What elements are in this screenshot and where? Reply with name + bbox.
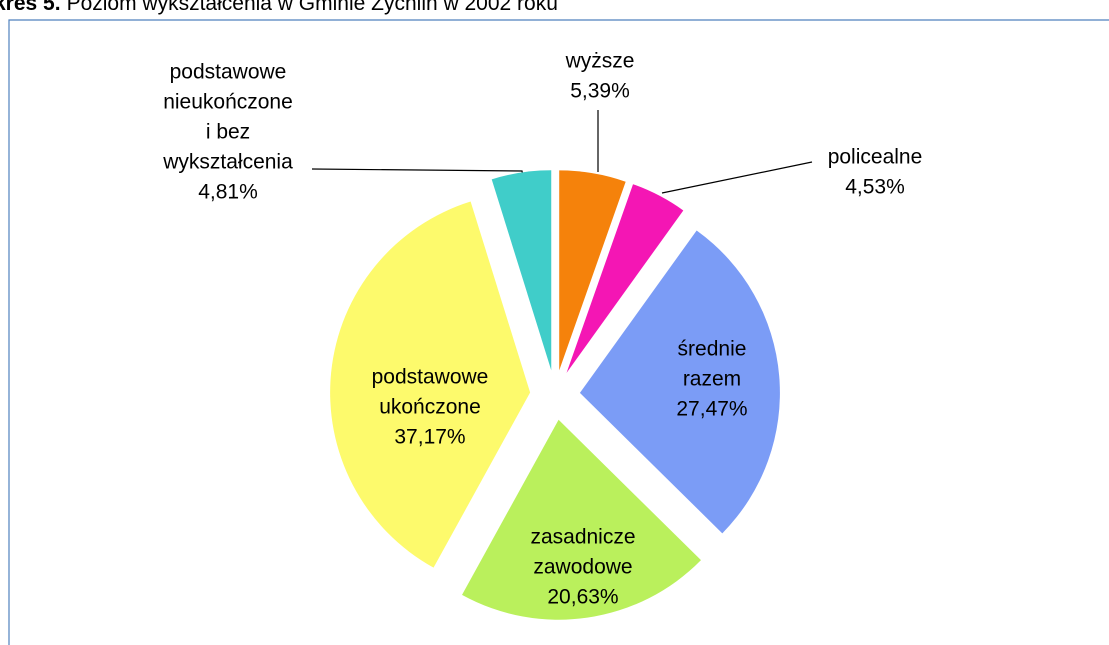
slice-label: ukończone xyxy=(379,396,481,419)
value-label: 37,17% xyxy=(394,426,465,449)
value-label: 5,39% xyxy=(570,80,630,103)
slice-label: wykształcenia xyxy=(162,151,293,174)
slice-label: wyższe xyxy=(565,50,635,73)
leader-line xyxy=(661,161,813,194)
leader-line xyxy=(311,168,524,178)
value-label: 4,81% xyxy=(198,181,258,204)
pie-slice xyxy=(462,419,701,620)
pie-slice xyxy=(491,170,552,371)
slice-label: podstawowe xyxy=(372,366,489,389)
title-text: Poziom wykształcenia w Gminie Żychlin w … xyxy=(67,0,558,15)
value-label: 4,53% xyxy=(845,176,905,199)
chart-frame xyxy=(8,19,1109,645)
pie-slice xyxy=(566,184,684,373)
pie-slice xyxy=(559,170,626,371)
title-prefix: kres 5. xyxy=(0,0,61,15)
slice-label: policealne xyxy=(828,146,923,169)
slice-label: zasadnicze xyxy=(530,526,635,549)
value-label: 27,47% xyxy=(676,398,747,421)
pie-slice xyxy=(579,230,780,534)
slice-label: razem xyxy=(683,368,741,391)
slice-label: zawodowe xyxy=(533,556,632,579)
value-label: 20,63% xyxy=(547,586,618,609)
chart-title: kres 5. Poziom wykształcenia w Gminie Życ… xyxy=(0,0,558,15)
slice-label: i bez xyxy=(206,121,250,144)
slice-label: nieukończone xyxy=(163,91,293,114)
slice-label: średnie xyxy=(678,338,747,361)
slice-label: podstawowe xyxy=(170,61,287,84)
pie-slice xyxy=(330,201,531,568)
